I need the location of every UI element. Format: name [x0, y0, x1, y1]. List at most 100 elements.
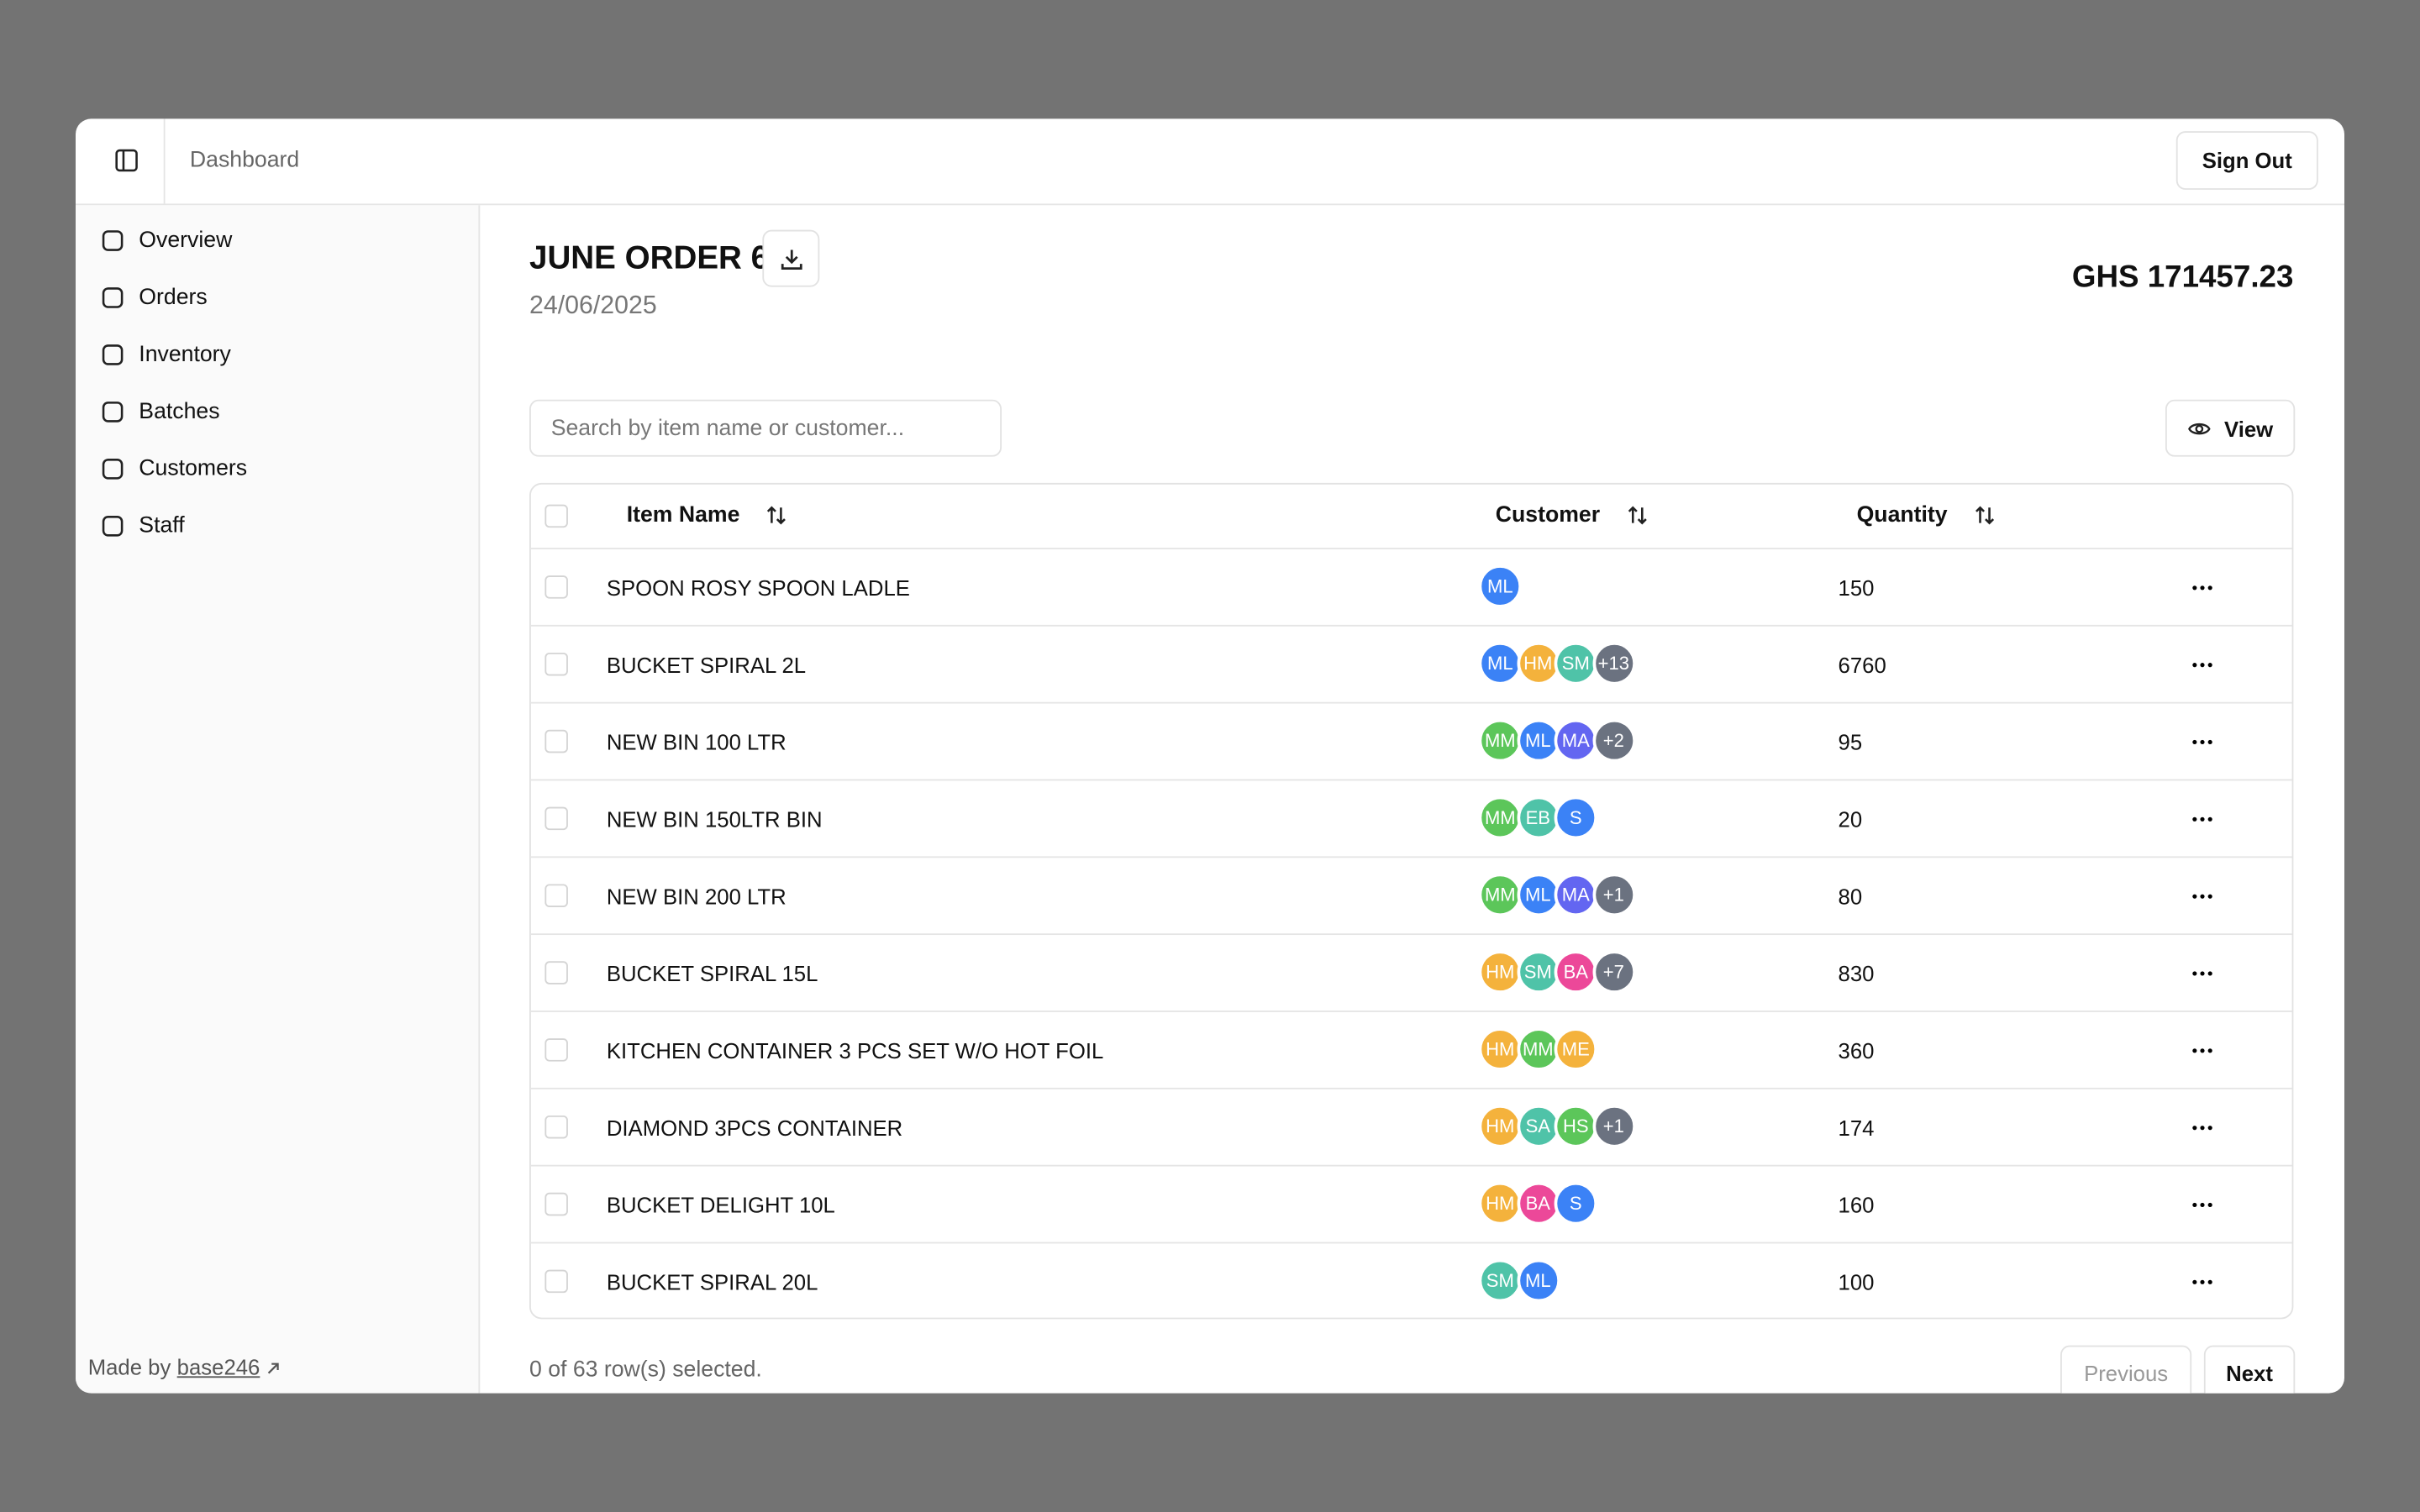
customer-avatar[interactable]: HS [1554, 1105, 1598, 1148]
row-actions[interactable] [2190, 1193, 2214, 1217]
quantity: 360 [1838, 1038, 1875, 1063]
row-actions[interactable] [2190, 575, 2214, 600]
column-label[interactable]: Customer [1495, 502, 1601, 528]
quantity: 150 [1838, 575, 1875, 601]
row-checkbox[interactable] [544, 1115, 568, 1139]
item-name: NEW BIN 200 LTR [606, 884, 786, 909]
column-label[interactable]: Item Name [626, 502, 740, 528]
row-actions[interactable] [2190, 884, 2214, 908]
row-checkbox[interactable] [544, 1038, 568, 1062]
customer-avatar[interactable]: ML [1516, 718, 1560, 763]
table-row: BUCKET SPIRAL 2L ML HM SM +13 6760 [530, 624, 2292, 704]
customer-avatar[interactable]: +2 [1591, 718, 1636, 763]
order-total: GHS 171457.23 [2071, 260, 2294, 295]
table-row: BUCKET SPIRAL 15L HM SM BA +7 830 [530, 933, 2292, 1012]
nav-item[interactable]: Inventory [100, 342, 231, 368]
nav-label[interactable]: Orders [139, 285, 208, 311]
select-all-checkbox[interactable] [544, 504, 568, 528]
sidebar-toggle[interactable] [114, 148, 139, 172]
column-header[interactable]: Customer [1496, 503, 1649, 528]
nav-label[interactable]: Overview [139, 228, 233, 254]
customer-avatar[interactable]: ML [1516, 873, 1560, 917]
customer-avatar[interactable]: HM [1478, 950, 1523, 994]
row-checkbox[interactable] [544, 575, 568, 599]
nav-icon [102, 344, 124, 365]
customer-avatar[interactable]: SM [1516, 950, 1560, 994]
nav-item[interactable]: Customers [100, 457, 247, 481]
nav-label[interactable]: Customers [139, 456, 248, 482]
previous-button[interactable]: Previous [2060, 1345, 2192, 1394]
row-actions[interactable] [2190, 1038, 2214, 1063]
footer-link[interactable]: base246 [176, 1354, 260, 1380]
row-actions[interactable] [2190, 961, 2214, 985]
customer-avatar[interactable]: MA [1554, 873, 1598, 917]
customer-avatar[interactable]: +1 [1591, 1105, 1636, 1148]
customer-avatar[interactable]: MM [1478, 795, 1523, 840]
item-name: BUCKET SPIRAL 20L [606, 1269, 818, 1295]
sign-out-button[interactable]: Sign Out [2175, 131, 2318, 190]
nav-label[interactable]: Batches [139, 399, 220, 425]
nav-icon [102, 230, 124, 251]
sort-icon[interactable] [1972, 503, 1996, 528]
customer-avatar[interactable]: HM [1516, 642, 1560, 685]
customer-avatar[interactable]: MA [1554, 718, 1598, 763]
customer-avatar[interactable]: ML [1478, 564, 1523, 608]
row-actions[interactable] [2190, 730, 2214, 754]
customer-avatar[interactable]: HM [1478, 1027, 1523, 1071]
customer-avatar[interactable]: BA [1516, 1181, 1560, 1226]
customer-avatar[interactable]: MM [1478, 718, 1523, 763]
row-checkbox[interactable] [544, 884, 568, 908]
column-label[interactable]: Quantity [1856, 502, 1948, 528]
customer-avatar[interactable]: ME [1554, 1027, 1598, 1071]
nav-label[interactable]: Inventory [139, 342, 231, 368]
row-checkbox[interactable] [544, 1192, 568, 1216]
customer-avatar[interactable]: SM [1478, 1258, 1523, 1303]
row-actions[interactable] [2190, 653, 2214, 677]
customer-avatar[interactable]: +1 [1591, 873, 1636, 917]
selection-count: 0 of 63 row(s) selected. [529, 1357, 762, 1383]
customer-avatar[interactable]: +13 [1591, 642, 1636, 685]
nav-item[interactable]: Orders [100, 285, 208, 311]
customer-avatar[interactable]: +7 [1591, 950, 1636, 994]
customer-avatar[interactable]: EB [1516, 795, 1560, 840]
breadcrumb[interactable]: Dashboard [189, 148, 300, 173]
customer-avatar[interactable]: HM [1478, 1181, 1523, 1226]
nav-icon [102, 459, 124, 480]
nav-item[interactable]: Overview [100, 228, 232, 253]
download-button[interactable] [762, 229, 820, 287]
item-name: NEW BIN 150LTR BIN [606, 806, 823, 832]
customer-avatar[interactable]: S [1554, 795, 1598, 840]
customer-avatar[interactable]: MM [1516, 1027, 1560, 1071]
customer-avatar[interactable]: SM [1554, 642, 1598, 685]
column-header[interactable]: Quantity [1857, 503, 1997, 528]
quantity: 80 [1838, 884, 1863, 909]
column-header[interactable]: Item Name [627, 503, 789, 528]
row-checkbox[interactable] [544, 652, 568, 676]
nav-item[interactable]: Staff [100, 513, 185, 539]
quantity: 174 [1838, 1115, 1875, 1141]
customer-avatar[interactable]: S [1554, 1181, 1598, 1226]
sort-icon[interactable] [1625, 503, 1649, 528]
row-actions[interactable] [2190, 1116, 2214, 1140]
customer-avatar[interactable]: ML [1516, 1258, 1560, 1303]
row-checkbox[interactable] [544, 1269, 568, 1294]
row-checkbox[interactable] [544, 961, 568, 984]
customer-avatar[interactable]: ML [1478, 642, 1523, 685]
customer-avatar[interactable]: BA [1554, 950, 1598, 994]
customer-avatar[interactable]: HM [1478, 1105, 1523, 1148]
row-actions[interactable] [2190, 807, 2214, 832]
next-button[interactable]: Next [2203, 1345, 2296, 1394]
sort-icon[interactable] [765, 503, 789, 528]
table-row: BUCKET SPIRAL 20L SM ML 100 [530, 1242, 2292, 1318]
nav-label[interactable]: Staff [139, 513, 185, 539]
nav-item[interactable]: Batches [100, 399, 220, 425]
row-actions[interactable] [2190, 1270, 2214, 1294]
customer-avatar[interactable]: MM [1478, 873, 1523, 917]
search-input[interactable]: Search by item name or customer... [529, 399, 1002, 457]
view-button[interactable]: View [2165, 399, 2296, 457]
view-label: View [2224, 416, 2274, 441]
row-checkbox[interactable] [544, 806, 568, 831]
item-name: DIAMOND 3PCS CONTAINER [606, 1115, 903, 1141]
row-checkbox[interactable] [544, 729, 568, 753]
customer-avatar[interactable]: SA [1516, 1105, 1560, 1148]
